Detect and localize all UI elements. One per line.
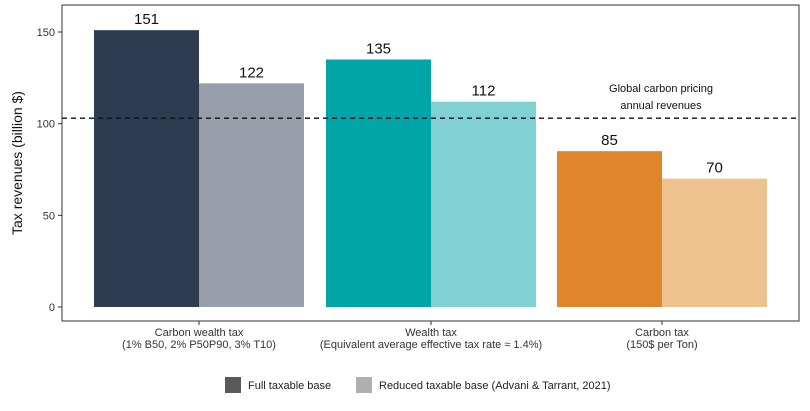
bar-value-label: 70 xyxy=(706,160,723,177)
bar xyxy=(662,178,767,307)
bar-value-label: 151 xyxy=(134,11,159,28)
bar xyxy=(199,83,304,307)
x-tick-label: Carbon wealth tax xyxy=(155,327,244,339)
y-tick-label: 50 xyxy=(43,210,55,222)
x-tick-label: (1% B50, 2% P50P90, 3% T10) xyxy=(122,339,276,351)
x-tick-label: Carbon tax xyxy=(635,327,689,339)
legend-label: Reduced taxable base (Advani & Tarrant, … xyxy=(379,380,611,392)
bar-value-label: 122 xyxy=(239,64,264,81)
bar xyxy=(326,59,431,307)
y-tick-label: 150 xyxy=(37,27,55,39)
reference-line-label: annual revenues xyxy=(620,100,702,112)
reference-line-label: Global carbon pricing xyxy=(609,83,713,95)
bar xyxy=(431,101,536,308)
bar-value-label: 135 xyxy=(366,41,391,58)
legend-swatch xyxy=(225,377,241,393)
legend-label: Full taxable base xyxy=(248,380,331,392)
x-tick-label: Wealth tax xyxy=(405,327,457,339)
bar xyxy=(557,151,662,307)
y-tick-label: 0 xyxy=(49,302,55,314)
bar-value-label: 85 xyxy=(601,132,618,149)
x-tick-label: (Equivalent average effective tax rate ≈… xyxy=(320,339,542,351)
legend-swatch xyxy=(356,377,372,393)
bar-value-label: 112 xyxy=(472,83,496,100)
y-axis-title: Tax revenues (billion $) xyxy=(9,91,25,235)
x-tick-label: (150$ per Ton) xyxy=(626,339,697,351)
bar xyxy=(94,30,199,308)
y-tick-label: 100 xyxy=(37,119,55,131)
